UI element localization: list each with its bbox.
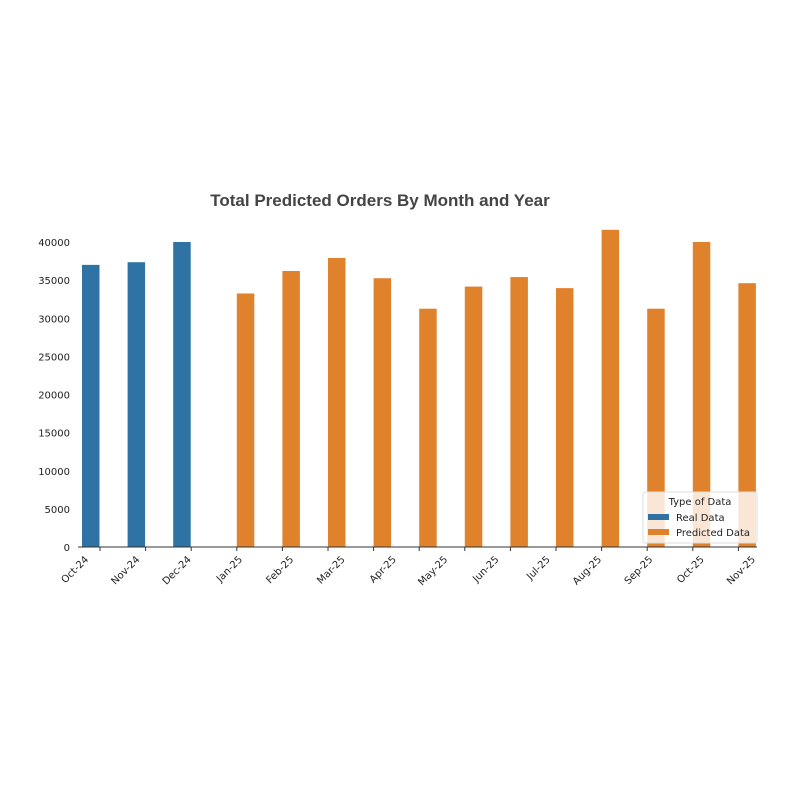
x-tick-label: Dec-24 [161,554,194,587]
x-tick-label: Jun-25 [470,554,501,585]
y-tick-label: 40000 [38,238,70,249]
bar-predicted-data [328,258,346,547]
bar-predicted-data [282,270,300,547]
y-tick-label: 30000 [38,314,70,325]
legend-title: Type of Data [668,497,732,508]
x-tick-label: Nov-24 [109,554,142,587]
x-tick-label: Jan-25 [214,554,245,585]
x-tick-label: Feb-25 [264,554,296,586]
y-axis: 0 5000 10000 15000 20000 25000 30000 35000 40000 [38,238,70,554]
legend-swatch-real [648,514,669,520]
bar-predicted-data [556,288,574,547]
legend-label-predicted: Predicted Data [676,528,750,539]
bar-predicted-data [738,283,756,547]
bar-predicted-data [647,308,665,547]
x-tick-label: May-25 [416,554,450,588]
y-tick-label: 35000 [38,276,70,287]
legend-label-real: Real Data [676,513,725,524]
bar-predicted-data [373,278,392,547]
bar-predicted-data [601,229,620,548]
y-tick-label: 25000 [38,352,70,363]
y-tick-label: 0 [64,543,70,554]
y-tick-label: 10000 [38,467,70,478]
legend-box [642,491,758,544]
bar-predicted-data [510,277,528,547]
x-tick-label: Oct-24 [60,554,92,586]
bar-predicted-data [419,308,437,547]
legend-swatch-predicted [648,529,669,535]
legend: Type of Data Real Data Predicted Data [642,491,758,544]
x-tick-label: Jul-25 [524,554,553,583]
bar-predicted-data [236,293,255,547]
bar-predicted-data [692,242,711,547]
bar-predicted-data [464,286,483,547]
bars [82,229,756,548]
x-tick-label: Aug-25 [571,554,604,587]
x-tick-label: Nov-25 [725,554,758,587]
y-tick-label: 20000 [38,391,70,402]
y-tick-label: 5000 [45,505,70,516]
x-axis: Oct-24 Nov-24 Dec-24 Jan-25 Feb-25 Mar-25 Apr-… [60,547,758,588]
y-tick-label: 15000 [38,429,70,440]
bar-real-data [127,262,146,547]
chart-title: Total Predicted Orders By Month and Year [210,191,550,210]
bar-real-data [173,242,191,547]
x-tick-label: Apr-25 [368,554,399,585]
x-tick-label: Mar-25 [315,554,347,586]
x-tick-label: Sep-25 [623,554,656,587]
bar-real-data [82,264,100,547]
x-tick-label: Oct-25 [675,554,707,586]
